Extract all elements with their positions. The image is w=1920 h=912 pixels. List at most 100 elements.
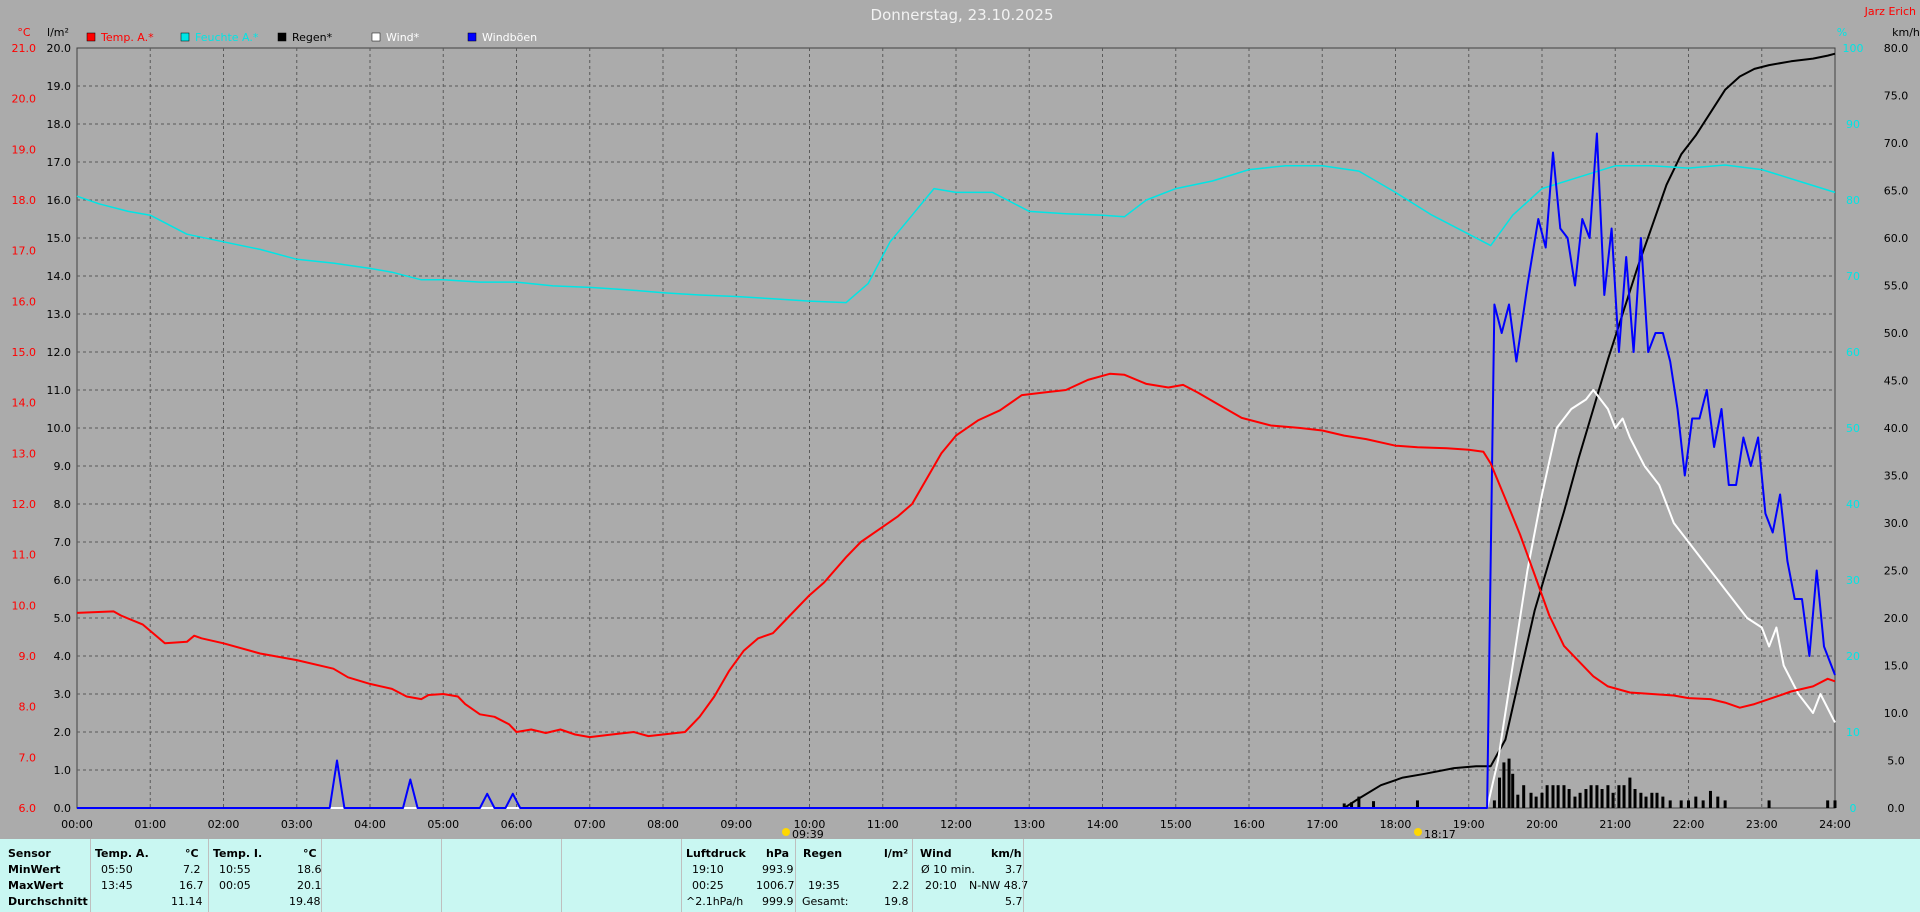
wind-tick-label: 50.0 [1884, 327, 1909, 340]
rain-bar [1716, 796, 1720, 808]
wind-tick-label: 25.0 [1884, 565, 1909, 578]
wind-tick-label: 60.0 [1884, 232, 1909, 245]
x-tick-label: 06:00 [501, 818, 533, 831]
x-tick-label: 08:00 [647, 818, 679, 831]
rain-max-value: 2.2 [892, 879, 910, 892]
rain-tick-label: 1.0 [54, 764, 72, 777]
rain-max-time: 19:35 [808, 879, 840, 892]
rain-bar [1492, 800, 1496, 808]
temp-i-max-time: 00:05 [219, 879, 251, 892]
legend-swatch [86, 32, 96, 42]
x-tick-label: 09:00 [720, 818, 752, 831]
series-line [76, 164, 1836, 304]
rain-bar [1694, 796, 1698, 808]
rain-bar [1723, 800, 1727, 808]
wind-tick-label: 35.0 [1884, 470, 1909, 483]
sun-markers: 09:39 18:17 [782, 828, 1456, 839]
rain-bar [1701, 800, 1705, 808]
temp-tick-label: 15.0 [12, 346, 37, 359]
x-tick-label: 17:00 [1306, 818, 1338, 831]
stats-empty-column-2 [441, 839, 562, 912]
wind-tick-label: 40.0 [1884, 422, 1909, 435]
pressure-max-value: 1006.7 [756, 879, 795, 892]
temp-a-min-time: 05:50 [101, 863, 133, 876]
legend-swatch [180, 32, 190, 42]
rain-bar [1826, 800, 1830, 808]
stats-empty-column-1 [321, 839, 442, 912]
axes: 00:00 01:00 02:00 03:00 04:00 05:00 06:00 07:00… [12, 42, 1909, 831]
rain-tick-label: 6.0 [54, 574, 72, 587]
series [76, 52, 1836, 809]
x-tick-label: 15:00 [1160, 818, 1192, 831]
series-line [77, 389, 1836, 809]
x-tick-label: 11:00 [867, 818, 899, 831]
legend-label: Temp. A.* [100, 31, 154, 44]
rain-bar [1833, 800, 1837, 808]
wind-tick-label: 15.0 [1884, 660, 1909, 673]
sunset-icon [1414, 828, 1422, 836]
rain-tick-label: 2.0 [54, 726, 72, 739]
pressure-trend-value: 999.9 [762, 895, 794, 908]
temp-a-max-value: 16.7 [179, 879, 204, 892]
legend-swatch [371, 32, 381, 42]
wind-tick-label: 45.0 [1884, 375, 1909, 388]
wind-tick-label: 75.0 [1884, 90, 1909, 103]
rain-bar [1415, 800, 1419, 808]
rain-total-label: Gesamt: [802, 895, 849, 908]
rain-bar [1639, 792, 1643, 808]
x-tick-label: 07:00 [574, 818, 606, 831]
series-line [77, 52, 1836, 809]
series-line [77, 132, 1836, 809]
temp-tick-label: 11.0 [12, 549, 37, 562]
rain-tick-label: 5.0 [54, 612, 72, 625]
temp-a-average: 11.14 [171, 895, 203, 908]
rain-bar [1600, 789, 1604, 808]
rain-tick-label: 17.0 [47, 156, 72, 169]
grid [76, 47, 1836, 809]
sunrise-label: 09:39 [792, 828, 824, 839]
rain-tick-label: 11.0 [47, 384, 72, 397]
wind-unit: km/h [991, 847, 1022, 860]
temp-i-max-value: 20.1 [297, 879, 322, 892]
x-tick-label: 23:00 [1746, 818, 1778, 831]
rain-unit: l/m² [884, 847, 909, 860]
stats-temp-i-column: Temp. I. °C 10:55 18.6 00:05 20.1 19.48 [208, 839, 322, 912]
rain-bar [1573, 796, 1577, 808]
rain-tick-label: 14.0 [47, 270, 72, 283]
rain-tick-label: 19.0 [47, 80, 72, 93]
wind-tick-label: 20.0 [1884, 612, 1909, 625]
temp-axis-unit: °C [17, 26, 31, 39]
legend-swatch [277, 32, 287, 42]
stats-temp-a-column: Temp. A. °C 05:50 7.2 13:45 16.7 11.14 [90, 839, 204, 912]
humidity-tick-label: 30 [1846, 574, 1860, 587]
wind-tick-label: 55.0 [1884, 280, 1909, 293]
x-tick-label: 24:00 [1819, 818, 1851, 831]
wind-tick-label: 0.0 [1887, 802, 1905, 815]
weather-chart: Donnerstag, 23.10.2025 Jarz Erich °C l/m… [12, 5, 1920, 839]
stats-label-sensor: Sensor [8, 847, 51, 860]
rain-total-value: 19.8 [884, 895, 909, 908]
temp-tick-label: 12.0 [12, 498, 37, 511]
humidity-tick-label: 50 [1846, 422, 1860, 435]
temp-tick-label: 18.0 [12, 194, 37, 207]
statistics-panel: Sensor MinWert MaxWert Durchschnitt Temp… [0, 839, 1920, 912]
sunrise-icon [782, 828, 790, 836]
x-tick-label: 03:00 [281, 818, 313, 831]
rain-bar [1655, 792, 1659, 808]
wind-avg-label: Ø 10 min. [921, 863, 975, 876]
rain-tick-label: 4.0 [54, 650, 72, 663]
rain-bar [1578, 792, 1582, 808]
rain-bar [1545, 785, 1549, 808]
rain-bar [1502, 762, 1506, 808]
x-tick-label: 02:00 [208, 818, 240, 831]
pressure-min-time: 19:10 [692, 863, 724, 876]
rain-tick-label: 18.0 [47, 118, 72, 131]
rain-bar [1522, 785, 1526, 808]
x-tick-label: 13:00 [1013, 818, 1045, 831]
rain-bar [1633, 789, 1637, 808]
x-tick-label: 18:00 [1380, 818, 1412, 831]
temp-tick-label: 19.0 [12, 143, 37, 156]
x-tick-label: 12:00 [940, 818, 972, 831]
temp-tick-label: 17.0 [12, 245, 37, 258]
legend: Temp. A.* Feuchte A.* Regen* Wind* Windböen [86, 31, 537, 44]
